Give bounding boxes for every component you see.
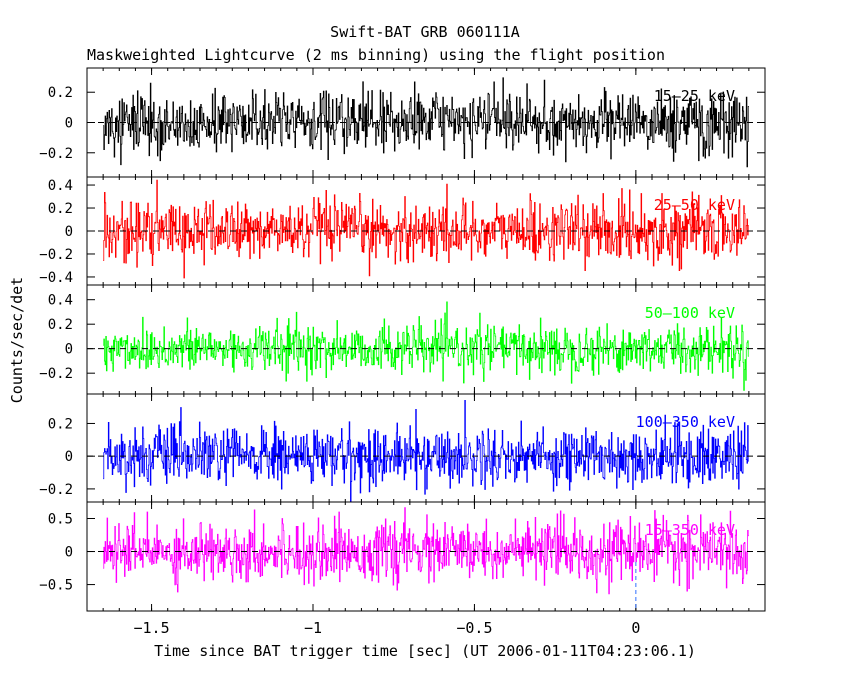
y-tick-label: −0.2 (39, 366, 73, 382)
y-tick-label: 0.5 (48, 512, 73, 528)
y-tick-label: 0.2 (48, 201, 73, 217)
y-tick-label: −0.2 (39, 482, 73, 498)
y-tick-label: 0.2 (48, 317, 73, 333)
lightcurve-series (103, 179, 749, 279)
chart-title: Swift-BAT GRB 060111A (330, 23, 520, 41)
panel-5: 15–350 keV 0.5 0 −0.5 (39, 501, 766, 612)
y-tick-label: −0.4 (39, 270, 73, 286)
band-label: 15–25 keV (654, 87, 735, 105)
x-axis-label: Time since BAT trigger time [sec] (UT 20… (154, 642, 696, 660)
y-tick-label: 0.2 (48, 85, 73, 101)
y-tick-label: 0.4 (48, 293, 73, 309)
y-tick-label: 0.2 (48, 416, 73, 432)
y-tick-label: 0 (65, 342, 73, 358)
y-tick-label: −0.2 (39, 247, 73, 263)
panel-2: 25–50 keV 0.4 0.2 0 −0.2 −0.4 (39, 176, 766, 286)
y-tick-label: 0 (65, 545, 73, 561)
y-tick-label: 0 (65, 224, 73, 240)
y-tick-label: 0 (65, 116, 73, 132)
x-tick-label: −1.5 (134, 619, 170, 637)
chart-subtitle: Maskweighted Lightcurve (2 ms binning) u… (87, 46, 665, 64)
band-label: 15–350 keV (645, 521, 735, 539)
lightcurve-series (103, 400, 749, 502)
x-tick-label: −0.5 (456, 619, 492, 637)
lightcurve-series (103, 77, 749, 168)
y-tick-label: 0 (65, 449, 73, 465)
band-label: 50–100 keV (645, 304, 735, 322)
band-label: 25–50 keV (654, 196, 735, 214)
panel-1: 15–25 keV 0.2 0 −0.2 (39, 67, 766, 178)
y-tick-label: 0.4 (48, 178, 73, 194)
y-axis-label: Counts/sec/det (8, 277, 26, 403)
y-tick-label: −0.5 (39, 578, 73, 594)
lightcurve-series (103, 507, 749, 595)
x-tick-label: 0 (631, 619, 640, 637)
panel-3: 50–100 keV 0.4 0.2 0 −0.2 (39, 284, 766, 395)
x-tick-label: −1 (304, 619, 322, 637)
y-tick-label: −0.2 (39, 146, 73, 162)
panel-4: 100–350 keV 0.2 0 −0.2 (39, 393, 766, 503)
panels-group: 15–25 keV 0.2 0 −0.2 25–50 keV 0.4 0.2 0 −0.2 −0.… (39, 67, 766, 612)
band-label: 100–350 keV (636, 413, 735, 431)
x-axis-ticks: −1.5 −1 −0.5 0 (134, 619, 641, 637)
